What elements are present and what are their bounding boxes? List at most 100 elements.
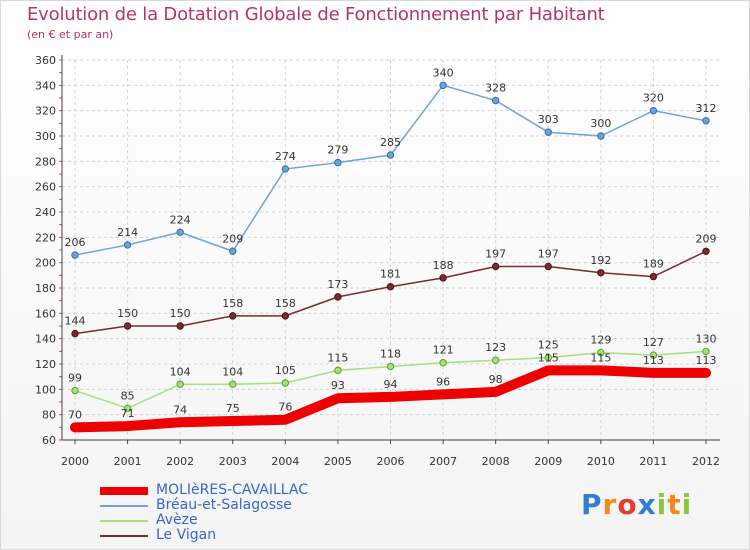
legend-item-aveze: Avèze: [100, 513, 308, 528]
data-label: 173: [327, 278, 348, 291]
data-label: 121: [433, 344, 454, 357]
logo-letter: r: [602, 488, 618, 521]
data-label: 96: [436, 375, 450, 388]
y-tick-label: 60: [42, 434, 56, 447]
chart-subtitle: (en € et par an): [27, 28, 114, 41]
data-label: 158: [275, 297, 296, 310]
logo-letter: i: [656, 488, 668, 521]
series-point: [439, 274, 447, 282]
x-tick-label: 2010: [587, 455, 615, 468]
series-point: [229, 380, 237, 388]
data-label: 115: [538, 351, 559, 364]
x-tick-label: 2012: [692, 455, 720, 468]
legend: MOLIèRES-CAVAILLAC Bréau-et-Salagosse Av…: [100, 483, 308, 543]
series-point: [439, 359, 447, 367]
logo-letter: t: [667, 488, 682, 521]
legend-swatch-aveze: [100, 519, 148, 522]
y-tick-label: 300: [35, 130, 56, 143]
data-label: 340: [433, 66, 454, 79]
series-line: [74, 250, 707, 335]
series-point: [386, 283, 395, 291]
data-label: 123: [485, 341, 506, 354]
data-label: 104: [222, 365, 243, 378]
series-point: [649, 106, 658, 115]
data-label: 206: [65, 236, 86, 249]
series-point: [281, 165, 290, 173]
legend-item-vigan: Le Vigan: [100, 528, 308, 543]
y-tick-label: 240: [35, 206, 56, 219]
series-point: [439, 81, 447, 90]
data-label: 188: [433, 259, 454, 272]
data-label: 130: [696, 332, 717, 345]
x-tick-label: 2007: [429, 455, 457, 468]
data-label: 74: [173, 403, 187, 416]
series-point: [229, 247, 237, 255]
data-label: 209: [222, 232, 243, 245]
legend-label-vigan: Le Vigan: [156, 527, 217, 543]
data-label: 150: [170, 307, 191, 320]
series-point: [71, 329, 79, 338]
data-label: 75: [226, 402, 240, 415]
series-point: [702, 247, 710, 255]
data-label: 76: [278, 401, 292, 414]
data-label: 129: [590, 334, 611, 347]
data-label: 197: [538, 247, 559, 260]
data-label: 98: [489, 373, 503, 386]
data-label: 197: [485, 247, 506, 260]
x-tick-label: 2003: [219, 455, 247, 468]
series-point: [649, 351, 658, 359]
x-tick-label: 2002: [166, 455, 194, 468]
y-tick-label: 340: [35, 79, 56, 92]
y-tick-label: 360: [35, 54, 56, 67]
data-label: 104: [170, 365, 191, 378]
x-tick-label: 2009: [534, 455, 562, 468]
x-tick-label: 2000: [61, 455, 89, 468]
data-label: 209: [696, 232, 717, 245]
data-label: 328: [485, 82, 506, 95]
y-tick-label: 280: [35, 155, 56, 168]
series-point: [176, 322, 184, 330]
data-label: 115: [590, 351, 611, 364]
data-label: 105: [275, 364, 296, 377]
data-label: 93: [331, 379, 345, 392]
legend-swatch-molieres: [100, 486, 148, 495]
x-tick-label: 2011: [639, 455, 667, 468]
data-label: 189: [643, 258, 664, 271]
data-label: 70: [68, 408, 82, 421]
data-label: 274: [275, 150, 296, 163]
logo-letter: i: [681, 488, 693, 521]
data-label: 192: [590, 254, 611, 267]
legend-label-aveze: Avèze: [156, 512, 198, 528]
series-point: [544, 128, 552, 136]
series-point: [281, 379, 290, 387]
legend-item-molieres: MOLIèRES-CAVAILLAC: [100, 483, 308, 498]
series-point: [597, 348, 605, 357]
series-point: [702, 117, 710, 125]
legend-label-molieres: MOLIèRES-CAVAILLAC: [156, 482, 309, 498]
data-label: 300: [590, 117, 611, 130]
x-tick-label: 2006: [377, 455, 405, 468]
series-point: [334, 293, 342, 301]
series-line: [70, 365, 711, 433]
series-point: [176, 380, 184, 388]
data-label: 224: [170, 213, 191, 226]
x-tick-label: 2004: [271, 455, 299, 468]
series-point: [649, 272, 658, 281]
legend-item-breau: Bréau-et-Salagosse: [100, 498, 308, 513]
data-label: 303: [538, 113, 559, 126]
y-tick-label: 320: [35, 105, 56, 118]
data-label: 115: [327, 351, 348, 364]
logo-letter: o: [617, 488, 638, 521]
series-point: [491, 96, 500, 105]
series-point: [702, 347, 710, 356]
data-label: 144: [65, 315, 86, 328]
series-point: [386, 151, 395, 159]
y-tick-label: 180: [35, 282, 56, 295]
series-point: [544, 262, 552, 271]
data-label: 99: [68, 372, 82, 385]
series-point: [229, 312, 237, 320]
y-tick-label: 200: [35, 257, 56, 270]
series-point: [71, 386, 79, 395]
series-point: [123, 241, 132, 249]
data-label: 158: [222, 297, 243, 310]
